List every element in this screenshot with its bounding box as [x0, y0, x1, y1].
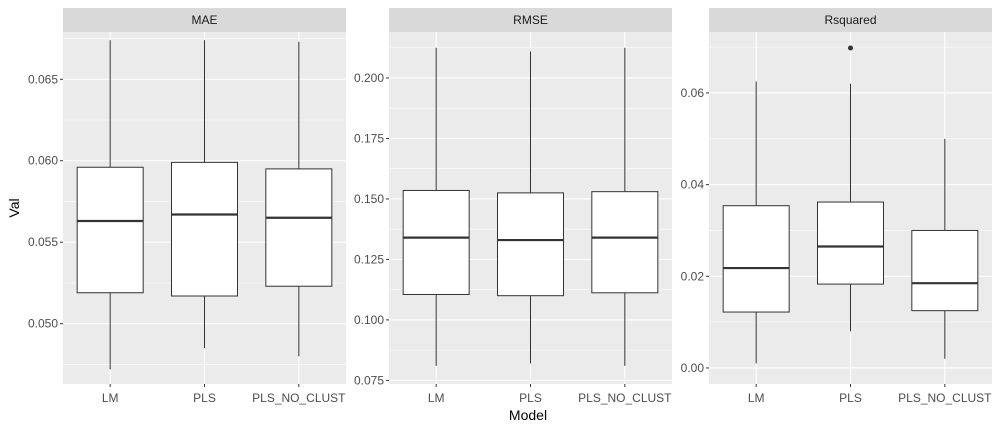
box-pls [817, 45, 884, 332]
y-tick-label: 0.02 [681, 269, 705, 283]
facet-rsquared: Rsquared 0.00 0.02 0.04 0.06 LM PLS PLS_NO_CLUS… [681, 8, 992, 405]
box-iqr [171, 161, 238, 297]
facet-strip-title: Rsquared [824, 13, 876, 27]
facet-mae: MAE 0.050 0.055 0.060 0.065 LM PLS PLS_NO_CLUST [28, 8, 346, 405]
y-tick-label: 0.200 [354, 71, 384, 85]
y-tick-label: 0.065 [28, 72, 58, 86]
x-tick-label: PLS_NO_CLUST [252, 391, 346, 405]
box-iqr [76, 166, 144, 294]
x-tick-label: LM [748, 391, 765, 405]
box-iqr [911, 229, 979, 312]
box-lm [722, 81, 790, 364]
facet-rmse: RMSE 0.075 0.100 0.125 0.150 0.175 0.200 LM PLS P… [354, 8, 672, 405]
box-pls_no_clust [591, 47, 659, 366]
y-tick-label: 0.04 [681, 178, 705, 192]
y-tick-label: 0.150 [354, 192, 384, 206]
facets: MAE 0.050 0.055 0.060 0.065 LM PLS PLS_NO_CLUST… [28, 8, 992, 405]
y-tick-label: 0.075 [354, 373, 384, 387]
outlier-point [848, 45, 853, 51]
box-iqr [722, 205, 790, 313]
y-tick-label: 0.125 [354, 252, 384, 266]
x-tick-label: PLS [519, 391, 542, 405]
y-tick-label: 0.175 [354, 131, 384, 145]
box-iqr [265, 168, 333, 287]
facet-strip [389, 8, 672, 32]
x-tick-label: PLS [193, 391, 216, 405]
x-tick-label: LM [102, 391, 119, 405]
y-tick-label: 0.055 [28, 235, 58, 249]
box-pls_no_clust [911, 138, 979, 359]
x-tick-label: PLS_NO_CLUST [578, 391, 672, 405]
box-pls_no_clust [265, 41, 333, 357]
y-tick-label: 0.050 [28, 317, 58, 331]
box-pls [171, 40, 238, 349]
x-tick-label: PLS_NO_CLUST [898, 391, 992, 405]
x-axis-title: Model [509, 407, 547, 423]
box-lm [402, 47, 470, 366]
y-tick-label: 0.060 [28, 154, 58, 168]
y-axis-title: Val [6, 198, 22, 217]
box-lm [76, 40, 144, 370]
box-iqr [817, 201, 884, 285]
y-tick-label: 0.100 [354, 313, 384, 327]
x-tick-label: LM [428, 391, 445, 405]
box-pls [497, 51, 564, 364]
box-iqr [497, 192, 564, 297]
facet-strip-title: RMSE [513, 13, 548, 27]
facet-strip [63, 8, 346, 32]
y-tick-label: 0.00 [681, 361, 705, 375]
y-tick-label: 0.06 [681, 86, 705, 100]
box-iqr [402, 189, 470, 295]
facet-strip-title: MAE [191, 13, 217, 27]
box-iqr [591, 191, 659, 294]
x-tick-label: PLS [839, 391, 862, 405]
facet-strip [709, 8, 992, 32]
